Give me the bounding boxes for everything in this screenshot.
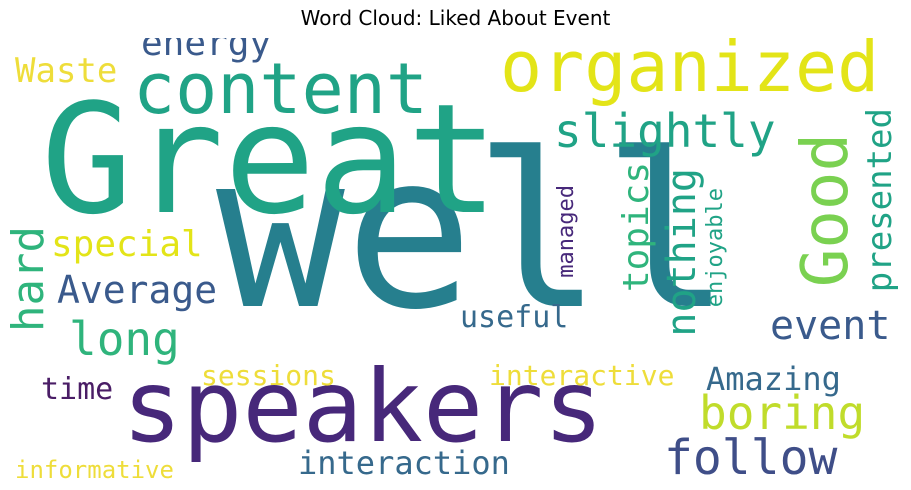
word-well: well — [216, 108, 732, 357]
word-long: long — [69, 312, 180, 366]
word-energy: energy — [141, 38, 272, 64]
word-slightly: slightly — [554, 104, 776, 158]
word-speakers: speakers — [122, 348, 604, 465]
word-cloud: well Great speakers organized content sl… — [9, 38, 902, 483]
word-nothing: nothing — [659, 168, 705, 337]
word-amazing: Amazing — [706, 360, 841, 398]
word-interaction: interaction — [298, 444, 510, 482]
word-time: time — [41, 372, 114, 407]
word-topics: topics — [616, 162, 657, 293]
word-event: event — [770, 303, 891, 349]
word-follow: follow — [664, 430, 838, 483]
word-content: content — [133, 48, 429, 130]
word-interactive: interactive — [489, 359, 675, 392]
word-waste: Waste — [15, 51, 118, 91]
word-organized: organized — [500, 38, 880, 108]
word-great: Great — [41, 71, 499, 248]
word-average: Average — [57, 268, 218, 312]
word-boring: boring — [699, 386, 866, 440]
word-enjoyable: enjoyable — [703, 188, 728, 308]
chart-title: Word Cloud: Liked About Event — [300, 6, 611, 30]
word-informative: informative — [15, 456, 174, 483]
word-hard: hard — [9, 226, 54, 332]
word-special: special — [51, 224, 203, 265]
word-useful: useful — [460, 300, 569, 335]
word-sessions: sessions — [201, 359, 336, 392]
word-good: Good — [789, 133, 863, 288]
word-presented: presented — [860, 108, 900, 293]
word-managed: managed — [554, 185, 579, 278]
